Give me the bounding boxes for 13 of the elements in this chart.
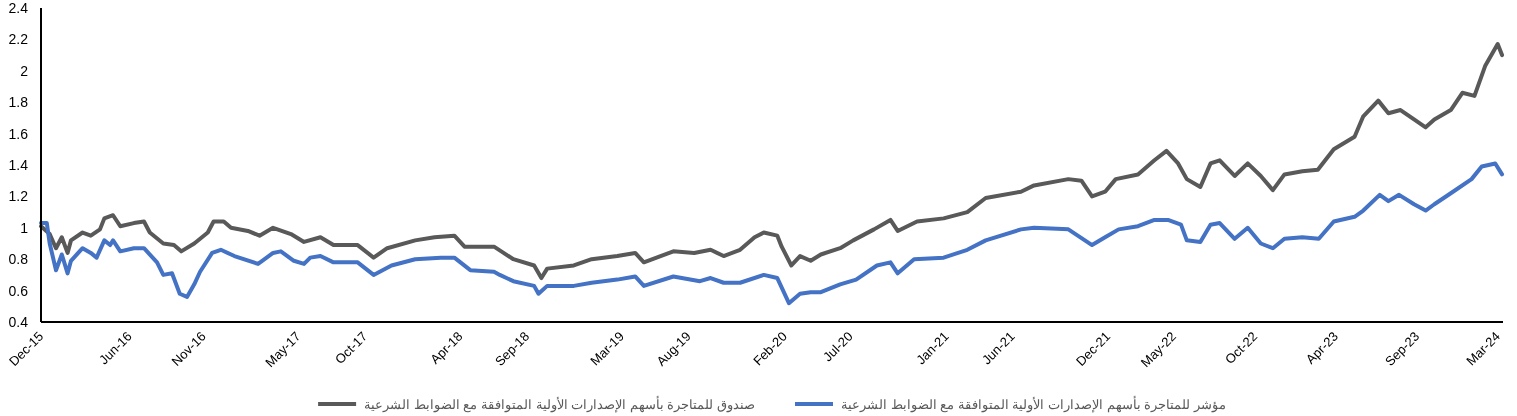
- legend-label: مؤشر للمتاجرة بأسهم الإصدارات الأولية المتوافقة مع الضوابط الشرعية: [841, 395, 1226, 413]
- y-tick-label: 0.6: [8, 282, 29, 299]
- y-tick-label: 1.8: [8, 94, 29, 111]
- y-tick-label: 2.2: [8, 31, 29, 48]
- y-tick-label: 1.4: [8, 157, 29, 173]
- y-tick-label: 0.4: [8, 314, 29, 330]
- y-tick-label: 0.8: [8, 251, 29, 268]
- y-tick-label: 2: [20, 62, 29, 79]
- y-tick-label: 2.4: [8, 0, 29, 16]
- legend-label: صندوق للمتاجرة بأسهم الإصدارات الأولية المتوافقة مع الضوابط الشرعية: [364, 395, 755, 413]
- y-tick-label: 1.6: [8, 125, 29, 142]
- y-tick-label: 1: [20, 219, 29, 236]
- y-tick-label: 1.2: [8, 188, 29, 205]
